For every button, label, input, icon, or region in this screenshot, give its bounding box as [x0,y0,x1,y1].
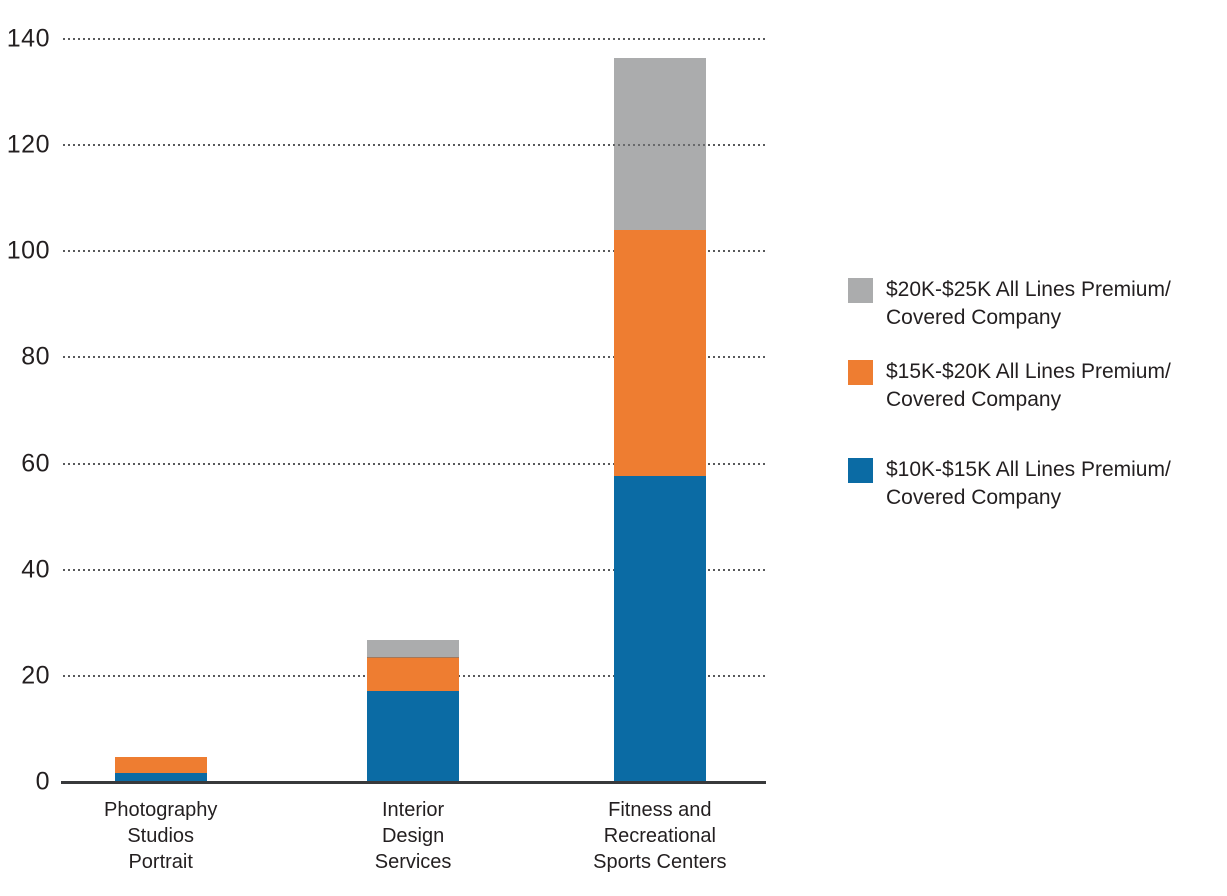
y-axis-tick-label: 20 [21,661,50,690]
category-label-line: Photography [103,799,218,821]
legend-swatch [848,360,873,385]
chart: 0 20 40 60 80 100 120 140 Photography Studios P… [0,26,766,892]
category-label-1: Interior Design Services [375,797,452,875]
gridline [63,250,766,253]
bar-segment-cat2-series2 [613,57,706,231]
y-axis-tick-label: 100 [6,236,50,265]
legend-label-line: $15K-$20K All Lines Premium/ [886,360,1171,383]
category-label-line: Interior [381,799,445,821]
category-label-line: Studios [127,825,195,847]
gridline [63,568,766,571]
legend-label-line: Covered Company [886,306,1062,329]
legend-label-line: Covered Company [886,486,1062,509]
category-label-line: Fitness and [608,799,712,821]
bar-segment-cat0-series0 [114,772,207,782]
legend-item-15k-20k: $15K-$20K All Lines Premium/ Covered Com… [848,358,1227,414]
legend: $20K-$25K All Lines Premium/ Covered Com… [848,276,1227,512]
legend-swatch [848,278,873,303]
plot-area [61,38,766,784]
category-label-line: Services [374,851,452,873]
gridline [63,144,766,147]
legend-label-line: $20K-$25K All Lines Premium/ [886,278,1171,301]
category-label-2: Fitness and Recreational Sports Centers [593,797,726,875]
bar-segment-cat1-series1 [367,657,460,691]
category-label-line: Design [381,825,445,847]
legend-label: $15K-$20K All Lines Premium/ Covered Com… [886,358,1171,414]
y-axis: 0 20 40 60 80 100 120 140 [0,26,50,794]
legend-item-20k-25k: $20K-$25K All Lines Premium/ Covered Com… [848,276,1227,332]
y-axis-tick-label: 80 [21,342,50,371]
y-axis-tick-label: 0 [35,767,50,796]
legend-item-10k-15k: $10K-$15K All Lines Premium/ Covered Com… [848,456,1227,512]
gridline [63,38,766,40]
legend-label: $10K-$15K All Lines Premium/ Covered Com… [886,456,1171,512]
category-label-line: Portrait [128,851,193,873]
y-axis-tick-label: 40 [21,555,50,584]
x-axis-labels: Photography Studios Portrait Interior De… [63,797,766,892]
legend-label-line: $10K-$15K All Lines Premium/ [886,458,1171,481]
category-label-line: Recreational [603,825,716,847]
bar-segment-cat2-series1 [613,229,706,477]
y-axis-tick-label: 140 [6,24,50,53]
bar-segment-cat2-series0 [613,475,706,782]
legend-label-line: Covered Company [886,388,1062,411]
bar-segment-cat0-series1 [114,757,207,773]
bar-segment-cat1-series0 [367,690,460,782]
bar-segment-cat1-series2 [367,640,460,658]
gridline [63,462,766,465]
legend-label: $20K-$25K All Lines Premium/ Covered Com… [886,276,1171,332]
y-axis-tick-label: 60 [21,449,50,478]
x-axis-line [61,781,766,784]
legend-swatch [848,458,873,483]
category-label-0: Photography Studios Portrait [104,797,217,875]
gridline [63,356,766,359]
category-label-line: Sports Centers [593,851,727,873]
y-axis-tick-label: 120 [6,130,50,159]
